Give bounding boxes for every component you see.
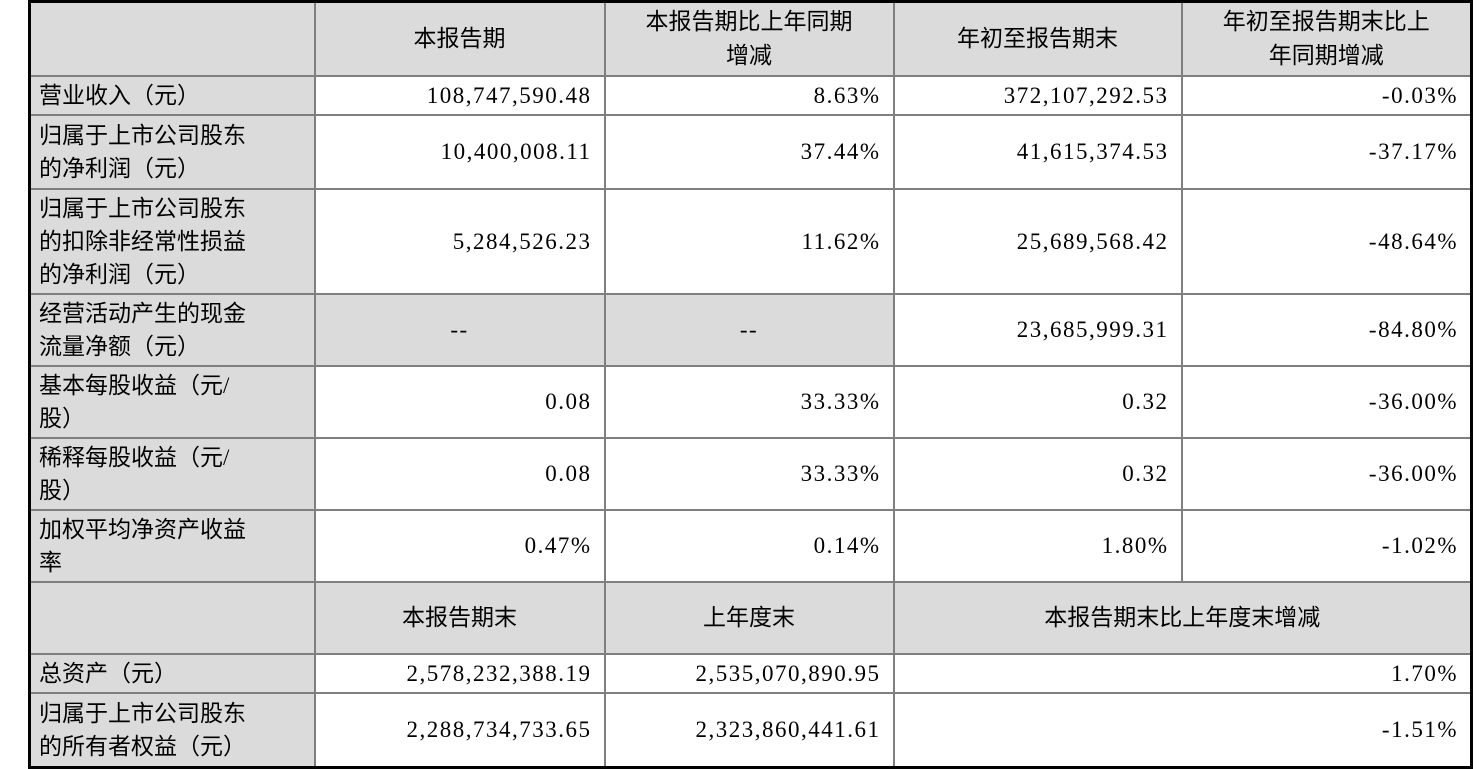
header-row-period-end: 本报告期末 上年度末 本报告期末比上年度末增减: [28, 581, 1473, 655]
table-row: 总资产（元） 2,578,232,388.19 2,535,070,890.95 1.…: [28, 653, 1473, 694]
value-cell: 37.44%: [603, 114, 895, 190]
table-row: 归属于上市公司股东 的扣除非经常性损益 的净利润（元） 5,284,526.23 1…: [28, 188, 1473, 295]
row-label: 归属于上市公司股东 的所有者权益（元）: [28, 692, 316, 768]
row-label: 经营活动产生的现金 流量净额（元）: [28, 293, 316, 367]
row-label: 总资产（元）: [28, 653, 316, 694]
header-cell: 年初至报告期末比上 年同期增减: [1180, 0, 1473, 77]
table-row: 归属于上市公司股东 的所有者权益（元） 2,288,734,733.65 2,323…: [28, 692, 1473, 768]
value-cell: 2,535,070,890.95: [603, 653, 895, 694]
header-cell: 本报告期: [313, 0, 606, 77]
value-cell: 0.32: [892, 437, 1183, 511]
value-cell: 25,689,568.42: [892, 188, 1183, 295]
value-cell: 1.70%: [892, 653, 1473, 694]
table-row: 营业收入（元） 108,747,590.48 8.63% 372,107,292.53…: [28, 75, 1473, 116]
value-cell: -84.80%: [1180, 293, 1473, 367]
table-row: 经营活动产生的现金 流量净额（元） -- -- 23,685,999.31 -84.80…: [28, 293, 1473, 367]
row-label: 营业收入（元）: [28, 75, 316, 116]
row-label: 稀释每股收益（元/ 股）: [28, 437, 316, 511]
value-cell: 0.47%: [313, 509, 606, 583]
value-cell: 2,288,734,733.65: [313, 692, 606, 768]
row-label: 归属于上市公司股东 的净利润（元）: [28, 114, 316, 190]
header-row-period: 本报告期 本报告期比上年同期 增减 年初至报告期末 年初至报告期末比上 年同期增减: [28, 0, 1473, 77]
value-cell: -36.00%: [1180, 365, 1473, 439]
value-cell: -1.02%: [1180, 509, 1473, 583]
value-cell: 5,284,526.23: [313, 188, 606, 295]
value-cell: 41,615,374.53: [892, 114, 1183, 190]
header-cell-blank: [28, 0, 316, 77]
value-cell: 108,747,590.48: [313, 75, 606, 116]
table-row: 稀释每股收益（元/ 股） 0.08 33.33% 0.32 -36.00%: [28, 437, 1473, 511]
value-cell: 372,107,292.53: [892, 75, 1183, 116]
header-cell: 本报告期比上年同期 增减: [603, 0, 895, 77]
header-cell: 上年度末: [603, 581, 895, 655]
value-cell: -1.51%: [892, 692, 1473, 768]
table-row: 归属于上市公司股东 的净利润（元） 10,400,008.11 37.44% 41,6…: [28, 114, 1473, 190]
value-cell: 0.14%: [603, 509, 895, 583]
financial-summary-table: 本报告期 本报告期比上年同期 增减 年初至报告期末 年初至报告期末比上 年同期增减 营业…: [28, 0, 1473, 769]
value-cell: -36.00%: [1180, 437, 1473, 511]
value-cell: 0.08: [313, 365, 606, 439]
value-cell: 0.08: [313, 437, 606, 511]
header-cell: 本报告期末: [313, 581, 606, 655]
header-cell: 本报告期末比上年度末增减: [892, 581, 1473, 655]
value-cell: -37.17%: [1180, 114, 1473, 190]
value-cell: --: [313, 293, 606, 367]
row-label: 基本每股收益（元/ 股）: [28, 365, 316, 439]
value-cell: -48.64%: [1180, 188, 1473, 295]
header-cell: 年初至报告期末: [892, 0, 1183, 77]
value-cell: --: [603, 293, 895, 367]
value-cell: 8.63%: [603, 75, 895, 116]
value-cell: 33.33%: [603, 437, 895, 511]
table-row: 基本每股收益（元/ 股） 0.08 33.33% 0.32 -36.00%: [28, 365, 1473, 439]
value-cell: 0.32: [892, 365, 1183, 439]
value-cell: -0.03%: [1180, 75, 1473, 116]
value-cell: 23,685,999.31: [892, 293, 1183, 367]
value-cell: 2,578,232,388.19: [313, 653, 606, 694]
table-row: 加权平均净资产收益 率 0.47% 0.14% 1.80% -1.02%: [28, 509, 1473, 583]
value-cell: 2,323,860,441.61: [603, 692, 895, 768]
header-cell-blank: [28, 581, 316, 655]
value-cell: 33.33%: [603, 365, 895, 439]
value-cell: 11.62%: [603, 188, 895, 295]
value-cell: 10,400,008.11: [313, 114, 606, 190]
value-cell: 1.80%: [892, 509, 1183, 583]
row-label: 加权平均净资产收益 率: [28, 509, 316, 583]
row-label: 归属于上市公司股东 的扣除非经常性损益 的净利润（元）: [28, 188, 316, 295]
